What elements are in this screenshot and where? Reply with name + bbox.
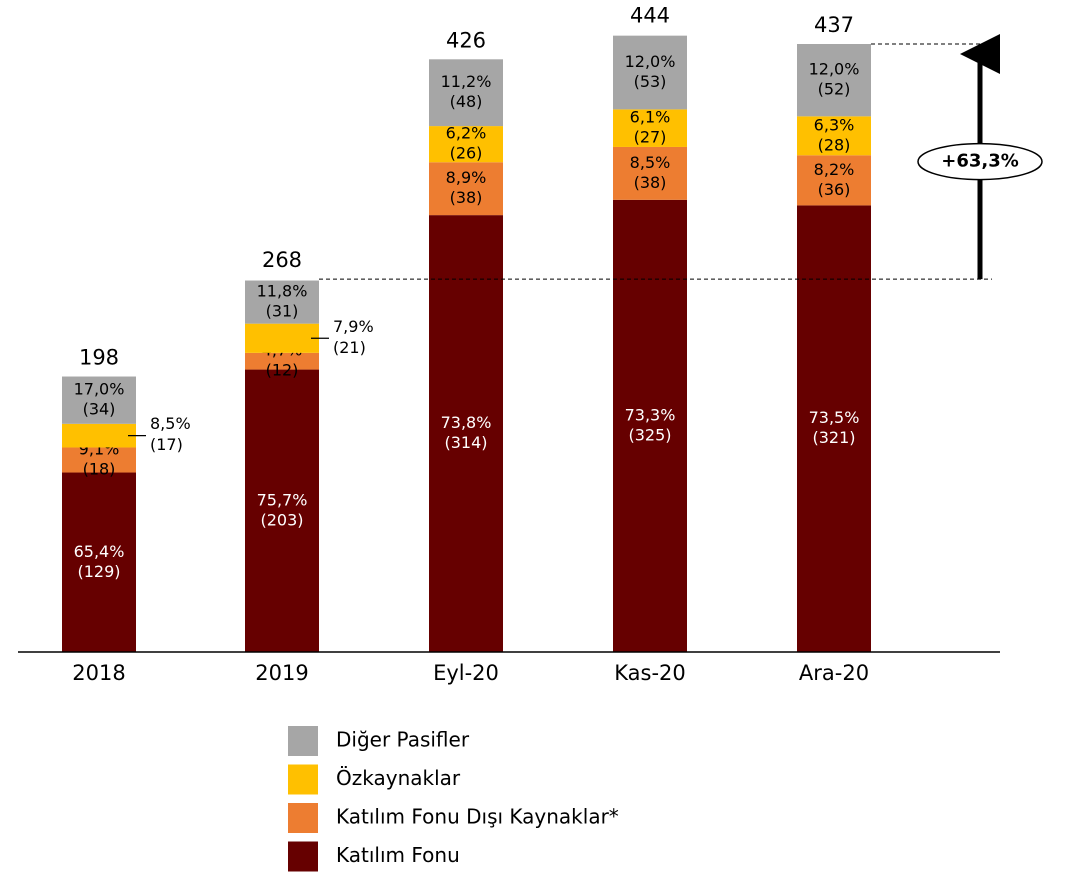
legend-swatch [288, 726, 318, 756]
bar-segment [797, 44, 871, 117]
total-label: 198 [79, 346, 119, 370]
bar-segment [245, 352, 319, 370]
legend-swatch [288, 764, 318, 795]
x-tick-label: 2018 [72, 661, 125, 685]
value-label: (28) [818, 135, 851, 154]
bar-segment [245, 323, 319, 353]
share-label: 6,1% [630, 108, 671, 127]
legend-swatch [288, 803, 318, 833]
bar-segment [613, 35, 687, 110]
bar-segment [613, 199, 687, 652]
value-label: (17) [150, 435, 183, 454]
bar-segment [62, 472, 136, 652]
value-label: (48) [450, 92, 483, 111]
bar-segment [429, 59, 503, 127]
share-label: 73,5% [809, 408, 860, 427]
share-label: 73,8% [441, 413, 492, 432]
bar-segment [797, 155, 871, 206]
total-label: 444 [630, 3, 670, 27]
share-label: 73,3% [625, 405, 676, 424]
x-tick-label: 2019 [255, 661, 308, 685]
value-label: (36) [818, 180, 851, 199]
value-label: (27) [634, 128, 667, 147]
share-label: 75,7% [257, 490, 308, 509]
share-label: 8,2% [814, 160, 855, 179]
total-label: 437 [814, 13, 854, 37]
value-label: (325) [628, 425, 671, 444]
bar-segment [245, 369, 319, 652]
legend-swatch [288, 841, 318, 872]
share-label: 11,2% [441, 72, 492, 91]
value-label: (34) [83, 400, 116, 419]
legend-label: Özkaynaklar [336, 766, 461, 790]
bar-segment [613, 109, 687, 147]
legend-label: Katılım Fonu Dışı Kaynaklar* [336, 805, 619, 829]
bar-segment [429, 126, 503, 163]
value-label: (203) [260, 510, 303, 529]
share-label: 8,5% [150, 414, 191, 433]
share-label: 17,0% [74, 380, 125, 399]
x-tick-label: Kas-20 [614, 661, 686, 685]
value-label: (321) [812, 428, 855, 447]
share-label: 65,4% [74, 542, 125, 561]
annotation: +63,3% [941, 151, 1019, 172]
value-label: (52) [818, 80, 851, 99]
bar-segment [245, 280, 319, 324]
value-label: (21) [333, 338, 366, 357]
value-label: (129) [77, 562, 120, 581]
bar-segment [797, 116, 871, 156]
share-label: 8,5% [630, 153, 671, 172]
share-label: 12,0% [625, 52, 676, 71]
total-label: 268 [262, 248, 302, 272]
share-label: 7,9% [333, 317, 374, 336]
bar-segment [62, 423, 136, 448]
value-label: (314) [444, 433, 487, 452]
value-label: (38) [634, 173, 667, 192]
value-label: (38) [450, 188, 483, 207]
x-tick-label: Eyl-20 [433, 661, 499, 685]
bar-segment [62, 447, 136, 473]
annotation-bubble [917, 142, 1043, 181]
share-label: 6,2% [446, 124, 487, 143]
bar-segment [429, 162, 503, 216]
bar-segment [797, 205, 871, 653]
value-label: (53) [634, 72, 667, 91]
bar-segment [62, 376, 136, 424]
x-tick-label: Ara-20 [799, 661, 869, 685]
value-label: (18) [83, 460, 116, 479]
legend-label: Katılım Fonu [336, 843, 460, 867]
share-label: 12,0% [809, 60, 860, 79]
value-label: (26) [450, 144, 483, 163]
bar-segment [429, 215, 503, 652]
share-label: 6,3% [814, 115, 855, 134]
value-label: (31) [266, 302, 299, 321]
total-label: 426 [446, 28, 486, 52]
bar-segment [613, 146, 687, 200]
share-label: 11,8% [257, 282, 308, 301]
value-label: (12) [266, 361, 299, 380]
legend-label: Diğer Pasifler [336, 728, 470, 752]
share-label: 8,9% [446, 168, 487, 187]
